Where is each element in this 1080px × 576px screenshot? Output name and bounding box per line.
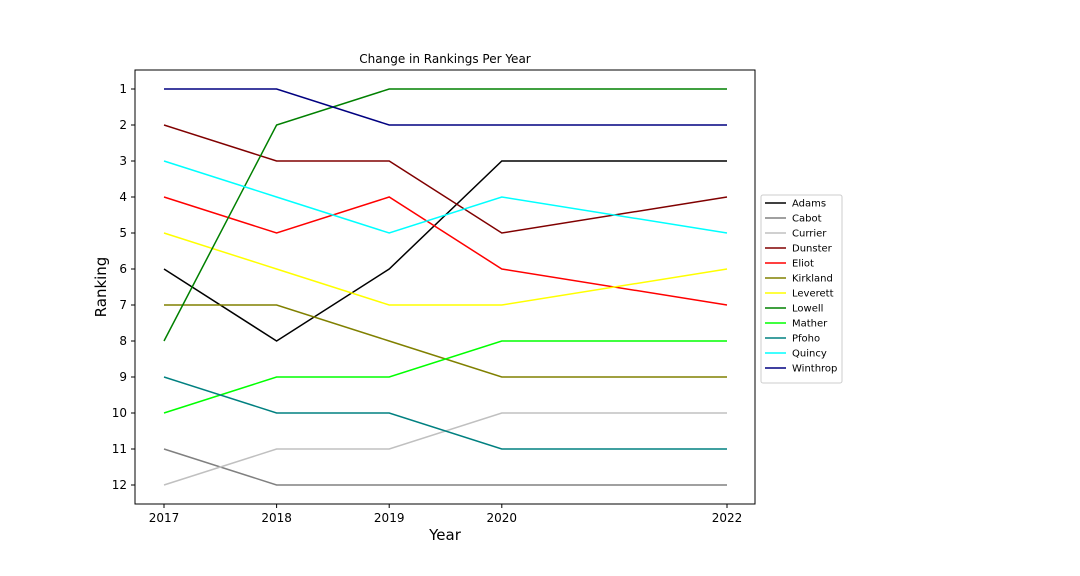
y-tick-label: 11: [112, 442, 127, 456]
legend-label-eliot: Eliot: [792, 259, 814, 270]
series-line-currier: [163, 412, 727, 486]
y-tick-label: 12: [112, 478, 127, 492]
x-axis: 2017 2018 2019 2020 2022: [149, 504, 743, 525]
x-tick-label: 2019: [374, 511, 405, 525]
x-axis-label: Year: [428, 526, 462, 544]
legend: Adams Cabot Currier Dunster Eliot Kirkland Lev…: [760, 194, 843, 384]
legend-label-leverett: Leverett: [792, 289, 834, 300]
series-line-pfoho: [163, 376, 727, 450]
series-line-dunster: [163, 124, 728, 234]
series-line-adams: [163, 160, 727, 342]
series-line-kirkland: [164, 304, 727, 378]
legend-label-lowell: Lowell: [792, 304, 823, 315]
legend-label-pfoho: Pfoho: [792, 334, 820, 345]
series-line-cabot: [163, 448, 727, 486]
x-tick-label: 2020: [487, 511, 518, 525]
y-tick-label: 6: [119, 262, 127, 276]
y-tick-label: 5: [119, 226, 127, 240]
x-tick-label: 2022: [712, 511, 743, 525]
legend-label-winthrop: Winthrop: [792, 364, 837, 375]
y-tick-label: 7: [119, 298, 127, 312]
y-tick-label: 8: [119, 334, 127, 348]
series-line-eliot: [163, 196, 728, 306]
series-line-winthrop: [164, 88, 727, 126]
series-layer: [163, 88, 728, 486]
y-tick-label: 10: [112, 406, 127, 420]
chart-title: Change in Rankings Per Year: [359, 52, 531, 66]
x-tick-label: 2018: [261, 511, 292, 525]
y-tick-label: 1: [119, 82, 127, 96]
legend-label-currier: Currier: [792, 229, 827, 240]
series-line-leverett: [163, 232, 728, 306]
y-tick-label: 9: [119, 370, 127, 384]
legend-label-adams: Adams: [792, 199, 826, 210]
y-tick-label: 2: [119, 118, 127, 132]
series-line-lowell: [163, 88, 727, 342]
legend-label-cabot: Cabot: [792, 214, 822, 225]
y-tick-label: 4: [119, 190, 127, 204]
legend-label-dunster: Dunster: [792, 244, 833, 255]
series-line-mather: [163, 340, 727, 414]
legend-label-kirkland: Kirkland: [792, 274, 833, 285]
x-tick-label: 2017: [149, 511, 180, 525]
series-line-quincy: [163, 160, 728, 234]
plot-frame: [134, 69, 756, 505]
y-tick-label: 3: [119, 154, 127, 168]
legend-label-mather: Mather: [792, 319, 828, 330]
legend-box: [760, 194, 843, 384]
legend-label-quincy: Quincy: [792, 349, 827, 360]
y-axis-label: Ranking: [92, 257, 110, 318]
